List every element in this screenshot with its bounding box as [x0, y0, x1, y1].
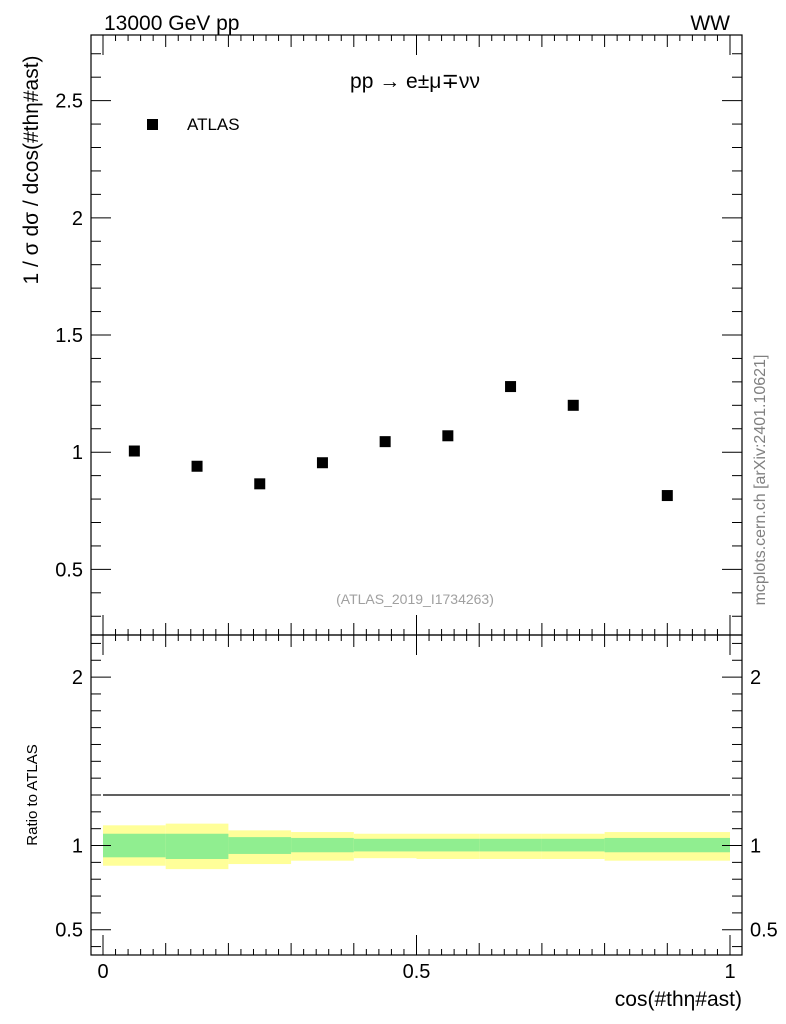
watermark: mcplots.cern.ch [arXiv:2401.10621]	[752, 355, 769, 606]
ratio-band-stat	[228, 837, 292, 854]
header-process-label: WW	[690, 12, 730, 35]
data-point	[128, 445, 140, 457]
ratio-band-stat	[416, 838, 480, 852]
y-tick-label: 0.5	[55, 559, 83, 581]
legend-label: ATLAS	[187, 115, 240, 134]
data-point	[379, 436, 391, 448]
ratio-y-tick-label: 0.5	[55, 920, 83, 942]
data-point	[254, 478, 266, 490]
y-tick-label: 1	[72, 442, 83, 464]
ratio-y-tick-label: 1	[72, 836, 83, 858]
ratio-plot-frame	[90, 634, 743, 956]
ratio-band-stat	[541, 838, 605, 852]
x-tick-label: 1	[724, 961, 735, 983]
ratio-band-stat	[353, 838, 417, 852]
data-point	[442, 430, 454, 442]
main-y-axis-title: 1 / σ dσ / dcos(#thη#ast)	[20, 55, 43, 284]
axis-tick-labels: 0.5 1 1.5 2 2.5 0.5 0.5 1 1 2 2 0 0.5 1	[55, 91, 778, 983]
legend-marker	[147, 119, 158, 130]
ratio-band-stat	[165, 833, 229, 859]
y-tick-label: 1.5	[55, 325, 83, 347]
data-point	[567, 399, 579, 411]
data-point	[505, 381, 517, 393]
ratio-band-stat	[604, 837, 730, 853]
y-tick-label: 2.5	[55, 91, 83, 113]
ratio-bands	[103, 823, 730, 870]
ratio-y-tick-label: 2	[750, 667, 761, 689]
axis-ticks	[91, 35, 742, 955]
data-point	[661, 490, 673, 502]
data-points	[128, 381, 673, 502]
ratio-y-axis-title: Ratio to ATLAS	[24, 744, 41, 845]
x-tick-label: 0	[97, 961, 108, 983]
y-tick-label: 2	[72, 208, 83, 230]
ratio-band-stat	[103, 833, 166, 858]
process-title: pp → e±μ∓νν	[350, 70, 480, 93]
analysis-id: (ATLAS_2019_I1734263)	[336, 591, 494, 607]
ratio-y-tick-label: 2	[72, 667, 83, 689]
ratio-band-stat	[479, 838, 542, 852]
x-axis-title: cos(#thη#ast)	[615, 988, 742, 1011]
header-energy-label: 13000 GeV pp	[104, 12, 239, 35]
ratio-y-tick-label: 1	[750, 836, 761, 858]
data-point	[191, 460, 203, 472]
x-tick-label: 0.5	[403, 961, 431, 983]
ratio-y-tick-label: 0.5	[750, 920, 778, 942]
ratio-band-stat	[291, 837, 354, 853]
data-point	[316, 457, 328, 469]
